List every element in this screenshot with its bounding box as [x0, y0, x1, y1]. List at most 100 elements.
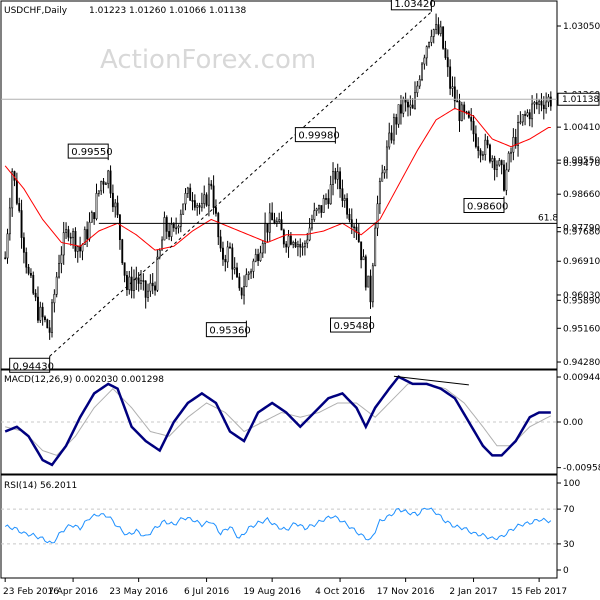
candle-body — [362, 256, 365, 261]
candle-body — [100, 181, 103, 192]
price-tick-label: 0.99470 — [563, 159, 600, 169]
candle-body — [500, 160, 503, 166]
candle-body — [261, 243, 264, 254]
rsi-tick-label: 30 — [563, 540, 575, 550]
candle-body — [126, 275, 128, 291]
candle-body — [488, 144, 491, 162]
candle-body — [484, 139, 487, 155]
candle-body — [154, 285, 156, 291]
candle-body — [477, 146, 480, 151]
candle-body — [524, 114, 527, 116]
candle-body — [353, 226, 356, 229]
candle-body — [133, 279, 135, 292]
time-tick-label: 23 Feb 2016 — [3, 587, 59, 597]
candle-body — [280, 219, 283, 231]
candle-body — [336, 171, 339, 180]
candle-body — [238, 276, 241, 289]
time-tick-label: 15 Feb 2017 — [511, 587, 567, 597]
callout-box — [330, 317, 372, 333]
candle-body — [407, 101, 409, 108]
price-tick-label: 1.00410 — [563, 123, 600, 133]
candle-body — [517, 121, 519, 146]
candle-body — [200, 203, 203, 208]
candle-body — [130, 276, 133, 292]
candle-body — [67, 229, 70, 238]
callout-label: 0.98600 — [467, 201, 508, 212]
candle-body — [76, 246, 79, 252]
candle-body — [34, 292, 37, 298]
candle-body — [512, 137, 515, 153]
candle-body — [296, 244, 299, 248]
candle-body — [243, 286, 245, 296]
candle-body — [121, 239, 124, 264]
candle-body — [95, 193, 98, 220]
candle-body — [421, 63, 423, 80]
macd-label: MACD(12,26,9) 0.002030 0.001298 — [4, 375, 164, 385]
candle-body — [170, 224, 173, 237]
macd-signal-line — [5, 383, 552, 456]
candle-body — [182, 203, 185, 215]
macd-panel: MACD(12,26,9) 0.002030 0.001298 0.009446… — [0, 369, 600, 475]
candle-body — [156, 256, 159, 291]
candle-body — [533, 102, 536, 105]
candle-body — [491, 158, 494, 162]
candle-body — [409, 104, 412, 108]
candle-body — [114, 202, 117, 208]
candle-body — [65, 229, 68, 233]
candle-body — [538, 100, 541, 105]
candle-body — [348, 213, 351, 220]
callout-box — [205, 322, 247, 338]
candle-body — [411, 104, 414, 109]
candle-body — [528, 112, 531, 120]
candle-body — [549, 96, 552, 107]
candle-body — [118, 214, 121, 240]
candle-body — [325, 198, 327, 200]
candle-body — [18, 203, 21, 211]
macd-tick-label: 0.00 — [563, 418, 583, 428]
candle-body — [184, 193, 187, 205]
candle-body — [247, 272, 250, 275]
candle-body — [193, 200, 196, 208]
candle-body — [254, 254, 257, 262]
candle-body — [369, 275, 372, 303]
candle-body — [385, 146, 388, 171]
candle-body — [444, 48, 447, 58]
time-tick-label: 2 Jan 2017 — [449, 587, 497, 597]
rsi-label: RSI(14) 56.2011 — [4, 481, 77, 491]
candle-body — [339, 171, 342, 190]
price-tick-label: 0.97680 — [563, 228, 600, 238]
candle-body — [140, 280, 142, 284]
candle-body — [210, 183, 213, 187]
candle-body — [72, 231, 75, 239]
candle-body — [514, 137, 517, 146]
candle-body — [439, 26, 442, 34]
candle-body — [479, 150, 482, 156]
candle-body — [355, 226, 358, 233]
candle-body — [496, 164, 498, 170]
candle-body — [32, 275, 35, 294]
candle-body — [423, 57, 426, 65]
candle-body — [29, 273, 32, 276]
candle-body — [203, 194, 206, 204]
time-tick-label: 19 Aug 2016 — [243, 587, 301, 597]
candle-body — [158, 249, 161, 258]
ohlc-high: 1.01260 — [129, 6, 166, 16]
candle-body — [519, 121, 522, 124]
candle-body — [259, 252, 262, 261]
candle-body — [542, 104, 545, 110]
candle-body — [287, 235, 290, 248]
candle-body — [252, 260, 255, 272]
candle-body — [313, 210, 316, 220]
candle-body — [224, 259, 227, 263]
callout-label: 0.99980 — [298, 131, 339, 142]
candle-body — [217, 213, 220, 238]
candle-body — [245, 274, 248, 287]
price-tick-label: 0.95160 — [563, 324, 600, 334]
rsi-panel-frame — [0, 474, 558, 579]
candle-body — [168, 231, 171, 237]
candle-body — [48, 327, 51, 333]
price-callouts: 0.94430 0.99550 0.95360 0.99980 0.95480 1.034… — [9, 0, 508, 373]
candle-body — [51, 302, 53, 333]
macd-main-line — [4, 375, 551, 467]
